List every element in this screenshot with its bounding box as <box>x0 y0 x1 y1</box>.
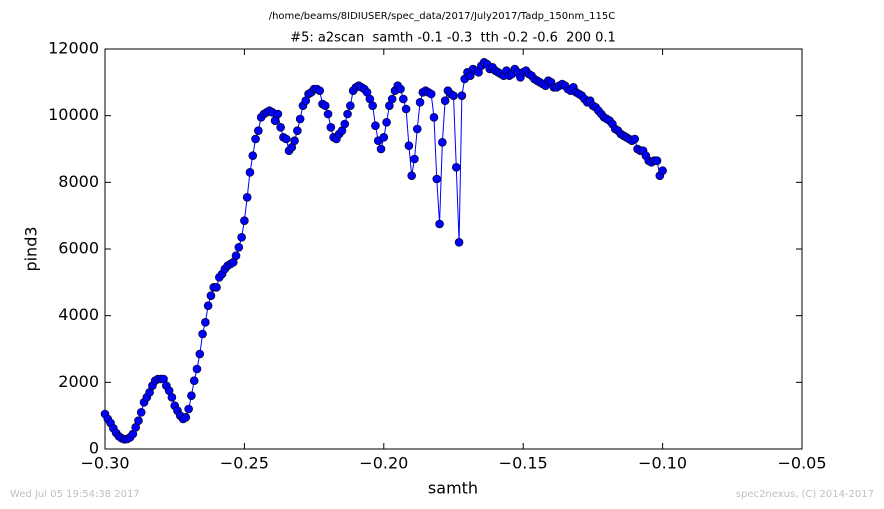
data-point <box>240 216 249 225</box>
data-point <box>432 174 442 184</box>
data-point <box>407 171 416 180</box>
y-tick-label: 6000 <box>58 239 99 258</box>
data-point <box>134 416 143 425</box>
y-tick-label: 10000 <box>48 105 99 124</box>
data-point <box>429 113 439 122</box>
data-point <box>415 98 425 107</box>
data-point <box>273 109 283 119</box>
footer-credit: spec2nexus, (C) 2014-2017 <box>736 489 874 500</box>
data-point <box>245 168 255 177</box>
x-tick-label: −0.05 <box>777 454 826 473</box>
y-tick-label: 2000 <box>58 372 99 391</box>
data-point <box>399 94 408 104</box>
data-point <box>234 243 244 252</box>
data-point <box>658 166 667 175</box>
data-point <box>187 391 196 400</box>
data-point <box>652 156 662 165</box>
x-axis-label: samth <box>428 479 478 498</box>
data-point <box>440 96 450 105</box>
data-point <box>203 301 213 310</box>
data-point <box>387 94 397 104</box>
data-point <box>346 101 355 110</box>
data-point <box>340 119 350 129</box>
x-tick-label: −0.25 <box>220 454 269 473</box>
data-point <box>315 86 324 95</box>
data-point <box>276 123 285 132</box>
data-point <box>368 101 377 110</box>
data-point <box>212 283 221 292</box>
data-point <box>343 109 352 119</box>
y-tick-label: 4000 <box>58 305 99 324</box>
data-point <box>295 114 305 124</box>
data-point <box>192 364 202 374</box>
x-tick-label: −0.15 <box>499 454 548 473</box>
data-point <box>449 91 458 100</box>
data-point <box>438 138 447 147</box>
y-axis-label: pind3 <box>22 226 41 271</box>
footer-date: Wed Jul 05 19:54:38 2017 <box>10 489 140 500</box>
data-point <box>281 134 291 144</box>
data-point <box>376 144 386 154</box>
data-point <box>404 141 414 150</box>
data-point <box>184 404 193 414</box>
chart-title: #5: a2scan samth -0.1 -0.3 tth -0.2 -0.6… <box>290 31 616 46</box>
data-point <box>206 291 216 300</box>
data-point <box>201 318 210 327</box>
x-tick-label: −0.30 <box>80 454 129 473</box>
data-point <box>435 219 444 229</box>
data-point <box>401 104 411 114</box>
data-point <box>198 329 207 339</box>
data-point <box>382 118 391 127</box>
data-point <box>323 109 333 119</box>
data-point <box>167 393 177 402</box>
data-point <box>457 91 467 100</box>
data-point <box>630 134 640 144</box>
data-point <box>254 126 263 135</box>
data-point <box>290 136 299 145</box>
y-tick-label: 8000 <box>58 172 99 191</box>
data-point <box>426 89 436 99</box>
data-point <box>242 193 252 202</box>
data-point <box>231 251 241 260</box>
x-tick-label: −0.10 <box>638 454 687 473</box>
data-point <box>237 233 246 242</box>
data-point <box>181 413 191 422</box>
data-point <box>136 408 146 417</box>
data-point <box>412 124 422 134</box>
data-point <box>195 349 205 359</box>
y-tick-label: 0 <box>89 439 99 458</box>
data-point <box>451 163 461 172</box>
x-tick-label: −0.20 <box>359 454 408 473</box>
data-point <box>396 84 405 94</box>
data-point <box>320 101 330 110</box>
data-point <box>189 376 199 385</box>
y-tick-label: 12000 <box>48 39 99 58</box>
data-point <box>251 134 260 144</box>
data-point <box>326 123 336 132</box>
data-point <box>293 126 302 135</box>
data-point <box>371 121 380 130</box>
data-point <box>248 151 258 160</box>
data-point <box>454 238 464 247</box>
data-point <box>379 133 389 142</box>
data-point <box>410 154 419 164</box>
suptitle: /home/beams/8IDIUSER/spec_data/2017/July… <box>269 11 616 22</box>
